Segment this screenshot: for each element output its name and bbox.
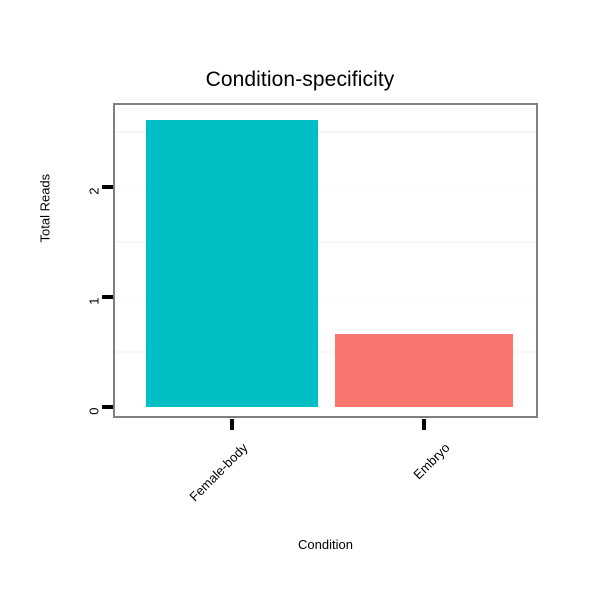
y-tick-label-2: 2 [86, 187, 102, 195]
x-tick-label-embryo: Embryo [410, 440, 453, 483]
y-tick-label-0: 0 [86, 407, 102, 415]
plot-area [115, 105, 536, 416]
bar-embryo[interactable] [335, 334, 513, 407]
x-tick-mark-embryo [422, 419, 426, 430]
gridline-minor-1 [115, 131, 536, 133]
gridline-minor-2 [115, 241, 536, 243]
bar-female-body[interactable] [146, 119, 318, 407]
y-tick-mark-2 [102, 185, 113, 189]
plot-panel [113, 103, 538, 418]
chart-title: Condition-specificity [205, 68, 395, 91]
gridline-minor-3 [115, 351, 536, 353]
y-axis-title: Total Reads [37, 173, 53, 243]
x-tick-label-female-body: Female-body [186, 440, 251, 505]
gridline-major-1 [115, 296, 536, 297]
x-tick-mark-female-body [230, 419, 234, 430]
x-axis-title: Condition [298, 537, 353, 552]
gridline-major-2 [115, 186, 536, 187]
y-tick-label-1: 1 [86, 297, 102, 305]
y-tick-mark-0 [102, 405, 113, 409]
y-tick-mark-1 [102, 295, 113, 299]
